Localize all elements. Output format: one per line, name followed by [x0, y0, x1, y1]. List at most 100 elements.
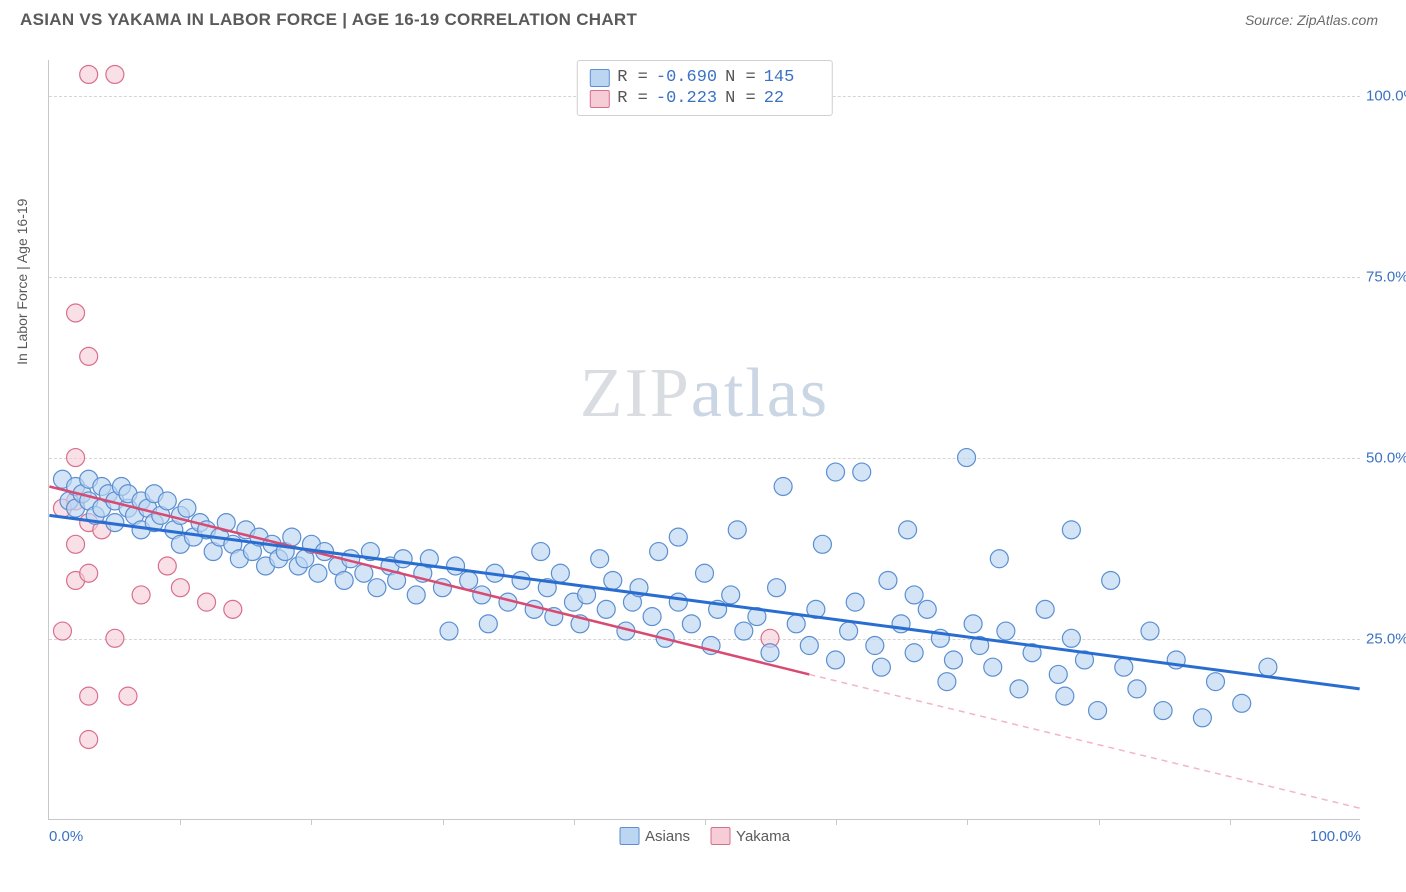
data-point	[132, 586, 150, 604]
data-point	[735, 622, 753, 640]
data-point	[787, 615, 805, 633]
data-point	[879, 571, 897, 589]
data-point	[813, 535, 831, 553]
data-point	[407, 586, 425, 604]
data-point	[512, 571, 530, 589]
data-point	[728, 521, 746, 539]
data-point	[158, 492, 176, 510]
series-legend: Asians Yakama	[619, 827, 790, 845]
data-point	[990, 550, 1008, 568]
data-point	[846, 593, 864, 611]
y-axis-label: In Labor Force | Age 16-19	[14, 199, 30, 365]
chart-title: ASIAN VS YAKAMA IN LABOR FORCE | AGE 16-…	[20, 10, 637, 30]
x-tick-mark	[836, 819, 837, 825]
data-point	[394, 550, 412, 568]
data-point	[1115, 658, 1133, 676]
data-point	[696, 564, 714, 582]
n-value-asians: 145	[764, 68, 820, 87]
data-point	[532, 543, 550, 561]
data-point	[1233, 694, 1251, 712]
data-point	[440, 622, 458, 640]
data-point	[669, 528, 687, 546]
data-point	[335, 571, 353, 589]
legend-label-asians: Asians	[645, 828, 690, 845]
data-point	[938, 673, 956, 691]
data-point	[905, 644, 923, 662]
data-point	[224, 600, 242, 618]
data-point	[1207, 673, 1225, 691]
data-point	[198, 593, 216, 611]
y-tick-label: 50.0%	[1366, 450, 1406, 467]
n-label: N =	[725, 89, 756, 108]
n-value-yakama: 22	[764, 89, 820, 108]
data-point	[958, 449, 976, 467]
data-point	[768, 579, 786, 597]
data-point	[80, 730, 98, 748]
y-tick-label: 100.0%	[1366, 88, 1406, 105]
data-point	[283, 528, 301, 546]
source-name: ZipAtlas.com	[1297, 12, 1378, 28]
data-point	[80, 347, 98, 365]
r-label: R =	[617, 89, 648, 108]
x-tick-mark	[180, 819, 181, 825]
data-point	[80, 687, 98, 705]
data-point	[53, 622, 71, 640]
scatter-svg	[49, 60, 1360, 819]
data-point	[178, 499, 196, 517]
data-point	[899, 521, 917, 539]
source-attribution: Source: ZipAtlas.com	[1245, 12, 1378, 28]
data-point	[853, 463, 871, 481]
data-point	[682, 615, 700, 633]
data-point	[840, 622, 858, 640]
data-point	[1036, 600, 1054, 618]
data-point	[984, 658, 1002, 676]
trend-line	[49, 515, 1359, 688]
data-point	[905, 586, 923, 604]
legend-row-yakama: R = -0.223 N = 22	[589, 88, 819, 109]
data-point	[1062, 629, 1080, 647]
r-value-yakama: -0.223	[656, 89, 717, 108]
data-point	[447, 557, 465, 575]
data-point	[551, 564, 569, 582]
data-point	[1128, 680, 1146, 698]
x-tick-mark	[443, 819, 444, 825]
data-point	[1259, 658, 1277, 676]
plot-area: ZIPatlas R = -0.690 N = 145 R = -0.223 N…	[48, 60, 1360, 820]
data-point	[1141, 622, 1159, 640]
data-point	[309, 564, 327, 582]
x-tick-mark	[1099, 819, 1100, 825]
swatch-asians-icon	[619, 827, 639, 845]
data-point	[158, 557, 176, 575]
n-label: N =	[725, 68, 756, 87]
data-point	[1062, 521, 1080, 539]
y-tick-label: 25.0%	[1366, 631, 1406, 648]
data-point	[171, 579, 189, 597]
data-point	[650, 543, 668, 561]
data-point	[67, 535, 85, 553]
trend-line	[809, 674, 1359, 808]
x-tick-label: 0.0%	[49, 828, 83, 845]
correlation-legend: R = -0.690 N = 145 R = -0.223 N = 22	[576, 60, 832, 116]
data-point	[866, 637, 884, 655]
data-point	[67, 304, 85, 322]
data-point	[80, 65, 98, 83]
x-tick-mark	[574, 819, 575, 825]
data-point	[1102, 571, 1120, 589]
swatch-yakama-icon	[710, 827, 730, 845]
source-prefix: Source:	[1245, 12, 1297, 28]
x-tick-mark	[1230, 819, 1231, 825]
data-point	[1010, 680, 1028, 698]
data-point	[872, 658, 890, 676]
data-point	[997, 622, 1015, 640]
swatch-asians	[589, 69, 609, 87]
data-point	[106, 65, 124, 83]
x-tick-mark	[311, 819, 312, 825]
swatch-yakama	[589, 90, 609, 108]
data-point	[918, 600, 936, 618]
data-point	[1154, 702, 1172, 720]
data-point	[761, 644, 779, 662]
data-point	[1193, 709, 1211, 727]
chart-header: ASIAN VS YAKAMA IN LABOR FORCE | AGE 16-…	[0, 0, 1406, 36]
data-point	[460, 571, 478, 589]
x-tick-mark	[967, 819, 968, 825]
